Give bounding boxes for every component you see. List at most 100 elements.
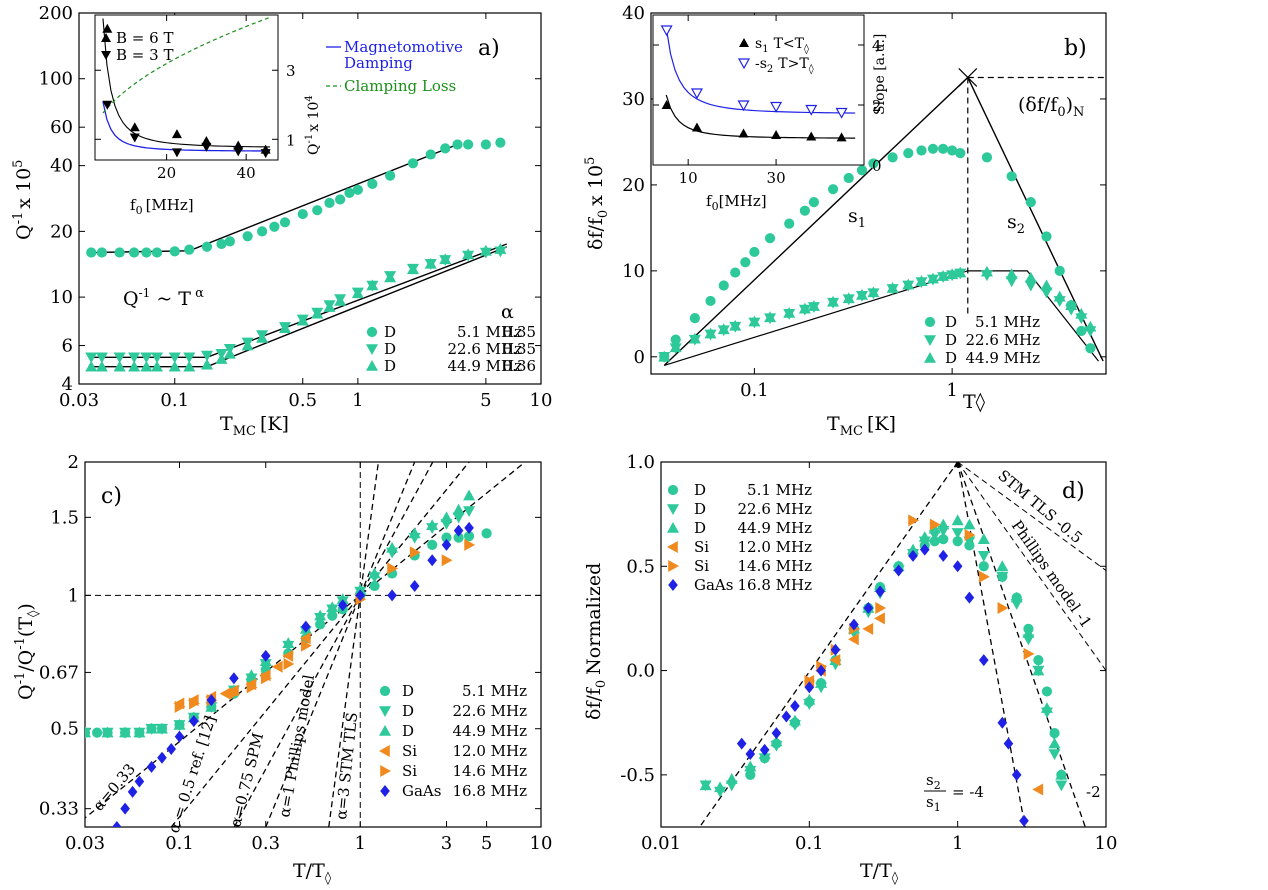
panel-d-legend-device: D [694,481,706,499]
panel-c-point [145,722,158,734]
panel-b-point [842,292,855,304]
panel-a-point [335,194,346,205]
inset-b-legend-label: -s2 T>T◊ [755,56,814,75]
panel-b-legend-freq: 5.1 MHz [975,313,1040,331]
panel-d-point [938,549,949,562]
panel-c-ytick-label: 0.67 [39,662,79,683]
inset-b-xtick-label: 30 [767,169,786,187]
panel-c-legend-marker [379,685,391,697]
panel-a-point [452,139,463,150]
panel-c-point [315,619,326,630]
panel-a-point [169,246,180,257]
panel-b-ytick-label: 0 [634,347,645,368]
panel-b-fit-lower [664,270,1099,366]
panel-d-xlabel: T/T◊ [860,860,899,886]
panel-b-tdiamond-label: T◊ [963,391,986,413]
panel-c-point [245,669,258,681]
panel-b-ytick-label: 20 [622,175,645,196]
panel-a-ytick-label: 100 [39,69,73,90]
panel-a-point [201,241,213,252]
panel-a-xtick-label: 0.5 [288,390,317,411]
inset-b-xlabel: f0[MHz] [706,192,767,213]
panel-c-point [246,681,258,694]
panel-a-point [439,253,452,265]
panel-d-point [847,633,859,646]
inset-b-xtick-label: 10 [679,169,698,187]
panel-a-ytick-label: 6 [62,336,73,357]
clamping-label: Clamping Loss [344,77,456,95]
panel-c-point [463,489,476,501]
panel-a-point [96,247,107,258]
inset-a-curve-legend: Magnetomotive Damping Clamping Loss [326,38,463,95]
panel-d-point [771,727,782,740]
inset-a-point [260,149,271,159]
panel-d-point [745,748,756,760]
inset-a-point [201,136,212,146]
panel-a-point [297,208,308,220]
panel-b-point [1041,231,1052,242]
inset-a-point [102,23,113,33]
panel-c-legend-device: D [402,682,414,700]
panel-d: 0.01 0.1 1 10 -0.5 0.0 0.5 1.0 d) T/T◊ δf/f0Nor… [583,452,1117,886]
panel-b-point [718,280,729,291]
panel-d-legend-freq: 44.9 MHz [737,519,812,537]
panel-a-point [462,248,475,260]
panel-d-point [1040,702,1053,713]
panel-c-point [463,506,476,518]
panel-c-point [219,687,231,700]
panel-d-point [997,602,1009,614]
magnetomotive-label-2: Damping [344,54,413,72]
panel-a-point [85,352,98,364]
panel-d-point [1055,768,1068,780]
panel-d-legend-marker [668,579,678,591]
inset-a-ytick-label: 1 [286,131,296,149]
panel-c-legend-freq: 44.9 MHz [452,722,527,740]
panel-d-s2-line [957,462,1086,827]
panel-d-point [781,710,792,723]
ratio-denominator: s1 [926,793,941,814]
panel-d-legend-freq: 5.1 MHz [747,481,812,499]
panel-a-point [200,350,213,362]
panel-c-legend-marker [379,725,391,736]
panel-b-legend-device: D [945,331,957,349]
panel-c-xtick-label: 10 [530,833,553,854]
panel-a-point [424,257,437,269]
panel-b-point [784,218,795,229]
panel-c-point [387,562,399,575]
panel-d-point [699,779,712,791]
panel-c-point [409,546,421,559]
clamping-curve [102,16,271,114]
panel-c-point [134,775,145,788]
panel-b-point [783,306,796,318]
panel-a-point [86,247,97,258]
panel-a-point [128,360,141,372]
panel-c-point [301,620,311,633]
inset-b-legend-marker [737,58,751,70]
panel-b-point [886,282,899,293]
inset-b-s2-point [660,25,673,37]
panel-d-point [978,570,990,583]
panel-b-point [1024,280,1037,292]
panel-d-point [929,518,941,531]
panel-a-point [463,139,474,150]
panel-b-legend-freq: 44.9 MHz [965,349,1040,367]
panel-d-point [829,654,841,667]
panel-d-legend-marker [667,541,678,553]
inset-b-s2-curve [665,27,856,114]
panel-b-point [749,246,760,258]
panel-a-point [425,149,436,160]
inset-b-ytick-label: 0 [872,157,882,175]
panel-b-inset: 10 30 0 2 4 f0[MHz] Slope [a.u.] s1 T<T◊-s2 T>… [652,14,888,213]
panel-a-point [184,244,195,255]
panel-a-point [296,314,309,326]
panel-d-point [977,533,990,544]
panel-c-ytick-label: 0.5 [50,719,79,740]
panel-b-point [827,295,840,307]
panel-b-point [730,267,741,278]
panel-b-point [1085,343,1096,354]
panel-a-legend-device: D [384,340,396,358]
panel-b-point [915,275,928,286]
panel-b-point [1005,268,1018,280]
panel-a-point [95,352,108,364]
panel-a-point [151,352,164,364]
